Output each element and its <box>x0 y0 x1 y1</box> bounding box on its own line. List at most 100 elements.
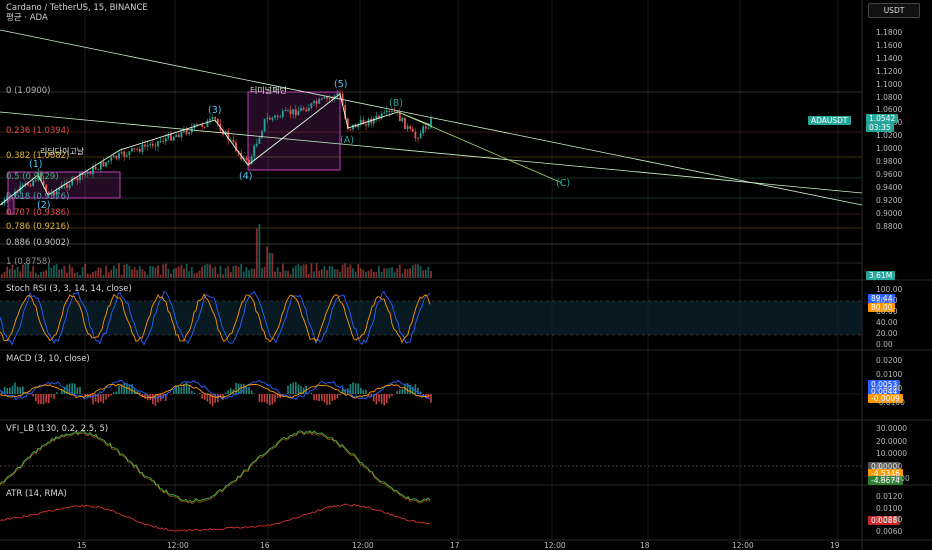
volume-bar <box>362 269 365 278</box>
candle-body <box>380 113 383 119</box>
volume-bar <box>219 265 222 278</box>
macd-histogram-bar <box>326 394 328 405</box>
macd-histogram-bar <box>63 386 66 394</box>
volume-bar <box>99 268 102 278</box>
candle-body <box>323 97 326 99</box>
macd-signal-line <box>0 383 431 399</box>
volume-bar <box>307 273 310 278</box>
macd-histogram-bar <box>126 383 128 394</box>
macd-histogram-bar <box>230 388 232 394</box>
candle-body <box>359 119 362 125</box>
candle-body <box>97 169 100 171</box>
volume-bar <box>190 267 193 278</box>
volume-bar <box>203 264 206 278</box>
volume-bar <box>242 271 245 278</box>
candle-body <box>107 160 110 163</box>
candle-body <box>287 110 289 111</box>
candle-body <box>76 177 79 181</box>
candle-body <box>396 111 399 113</box>
fib-retracement[interactable] <box>0 91 862 264</box>
macd-histogram-bar <box>113 392 115 394</box>
macd-histogram-bar <box>422 394 424 396</box>
volume-bar <box>300 266 302 278</box>
volume-bar <box>110 269 113 278</box>
macd-histogram-bar <box>328 394 331 405</box>
volume-bar <box>58 269 61 278</box>
macd-histogram-bar <box>276 394 279 399</box>
candle-body <box>47 191 50 195</box>
volume-bar <box>37 274 40 278</box>
volume-bar <box>146 274 149 278</box>
candle-body <box>34 180 37 182</box>
macd-histogram-bar <box>217 394 219 403</box>
volume-bar <box>144 271 146 278</box>
candle-body <box>177 134 180 138</box>
candle-body <box>383 112 386 114</box>
volume-bar <box>131 269 133 278</box>
macd-histogram-bar <box>341 387 344 394</box>
macd-histogram-bar <box>354 383 357 394</box>
candle-body <box>305 109 308 112</box>
macd-histogram-bar <box>302 387 305 394</box>
candle-body <box>138 149 141 152</box>
volume-bar <box>227 266 230 278</box>
macd-histogram-bar <box>414 384 417 394</box>
volume-bar <box>404 268 406 278</box>
volume-bar <box>136 269 139 278</box>
volume-bar <box>188 271 191 278</box>
candle-body <box>188 132 191 134</box>
macd-histogram-bar <box>409 384 411 394</box>
candle-body <box>385 110 388 113</box>
macd-histogram-bar <box>16 386 19 394</box>
candle-body <box>112 155 115 158</box>
candle-body <box>404 117 406 129</box>
macd-histogram-bar <box>211 394 214 407</box>
volume-bar <box>380 271 383 278</box>
volume-bar <box>406 269 409 278</box>
trendlines[interactable] <box>0 29 863 206</box>
candle-body <box>89 172 92 175</box>
volume-bar <box>97 267 100 278</box>
macd-histogram-bar <box>9 387 11 394</box>
candle-body <box>253 145 256 157</box>
macd-histogram-bar <box>323 394 326 403</box>
volume-bar <box>216 274 219 278</box>
volume-bar <box>162 264 165 278</box>
volume-bar <box>370 269 373 278</box>
pattern-boxes[interactable] <box>7 91 341 215</box>
volume-bar <box>333 269 336 278</box>
candle-body <box>81 172 84 175</box>
candle-body <box>245 157 248 160</box>
volume-bar <box>133 267 136 278</box>
candle-body <box>261 131 263 138</box>
macd-histogram-bar <box>419 391 422 394</box>
volume-bar <box>235 265 237 278</box>
candle-body <box>279 116 282 118</box>
candle-body <box>185 129 188 134</box>
candle-body <box>409 126 412 129</box>
macd-histogram-bar <box>347 388 349 394</box>
macd-histogram-bar <box>297 384 300 394</box>
volume-bar <box>253 268 256 278</box>
volume-bar <box>398 264 401 278</box>
macd-histogram-bar <box>71 383 73 394</box>
macd-histogram-bar <box>240 383 242 394</box>
volume-bar <box>284 270 287 278</box>
candle-body <box>229 139 232 141</box>
macd-histogram-bar <box>352 382 354 394</box>
vfi-line <box>0 429 431 503</box>
indicator-panes <box>0 290 862 532</box>
macd-histogram-bar <box>295 381 297 394</box>
volume-bar <box>151 266 154 278</box>
volume-bar <box>258 224 261 278</box>
macd-histogram-bar <box>14 382 16 394</box>
macd-histogram-bar <box>318 394 320 402</box>
volume-bar <box>102 274 105 278</box>
currency-button[interactable]: USDT <box>868 3 920 18</box>
volume-bar <box>24 263 27 278</box>
candle-body <box>326 97 328 99</box>
macd-histogram-bar <box>263 394 266 403</box>
volume-bar <box>141 269 144 278</box>
macd-histogram-bar <box>383 394 385 406</box>
